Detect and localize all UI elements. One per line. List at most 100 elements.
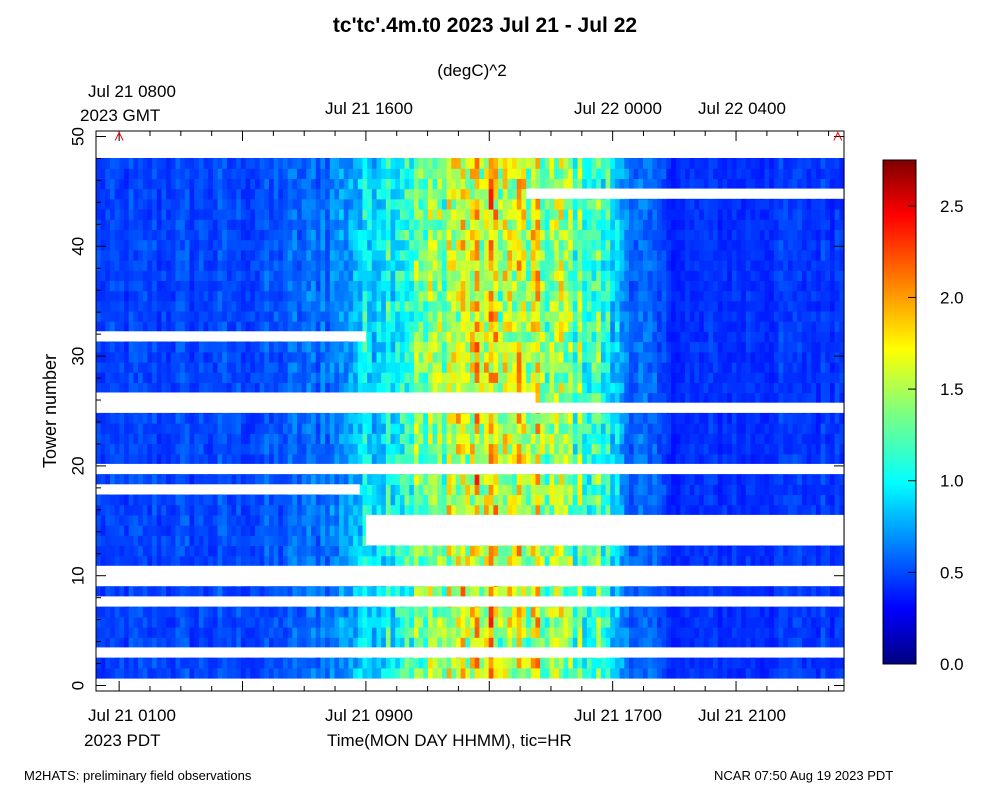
heatmap-cell: [544, 372, 551, 383]
heatmap-cell: [787, 372, 794, 383]
heatmap-cell: [100, 525, 106, 536]
heatmap-cell: [212, 474, 219, 485]
heatmap-cell: [544, 586, 551, 598]
heatmap-cell: [114, 361, 120, 373]
heatmap-cell: [184, 657, 191, 669]
heatmap-cell: [586, 423, 593, 434]
heatmap-cell: [685, 637, 691, 649]
heatmap-cell: [180, 606, 186, 618]
heatmap-cell: [530, 443, 537, 455]
heatmap-cell: [297, 433, 303, 445]
heatmap-cell: [395, 586, 401, 598]
heatmap-cell: [362, 667, 368, 679]
heatmap-cell: [128, 351, 134, 363]
heatmap-cell: [231, 504, 237, 516]
heatmap-cell: [759, 504, 766, 516]
heatmap-cell: [399, 545, 406, 557]
heatmap-cell: [152, 504, 158, 516]
heatmap-cell: [713, 453, 719, 465]
heatmap-cell: [371, 586, 378, 598]
heatmap-cell: [699, 392, 705, 404]
heatmap-cell: [208, 504, 214, 516]
heatmap-cell: [568, 555, 574, 567]
heatmap-cell: [530, 474, 537, 485]
heatmap-cell: [329, 545, 336, 557]
heatmap-cell: [371, 555, 378, 567]
heatmap-cell: [540, 504, 546, 516]
heatmap-cell: [493, 545, 499, 557]
heatmap-cell: [465, 504, 471, 516]
heatmap-cell: [222, 453, 228, 465]
heatmap-cell: [133, 545, 139, 557]
heatmap-cell: [600, 443, 607, 455]
heatmap-cell: [320, 586, 326, 598]
heatmap-cell: [526, 443, 532, 455]
heatmap-cell: [320, 361, 326, 373]
heatmap-cell: [657, 474, 663, 485]
heatmap-cell: [465, 474, 471, 485]
heatmap-cell: [343, 525, 350, 536]
heatmap-cell: [110, 525, 116, 536]
heatmap-cell: [727, 494, 733, 506]
heatmap-cell: [460, 504, 466, 516]
heatmap-cell: [208, 514, 214, 526]
heatmap-cell: [381, 627, 387, 638]
heatmap-cell: [703, 504, 710, 516]
heatmap-cell: [138, 657, 144, 669]
heatmap-cell: [516, 606, 523, 618]
heatmap-cell: [820, 616, 826, 628]
footer-right: NCAR 07:50 Aug 19 2023 PDT: [714, 768, 894, 783]
heatmap-cell: [614, 382, 621, 394]
heatmap-cell: [180, 361, 186, 373]
heatmap-cell: [727, 433, 733, 445]
heatmap-cell: [526, 545, 532, 557]
heatmap-cell: [699, 474, 705, 485]
heatmap-cell: [399, 606, 406, 618]
heatmap-cell: [652, 433, 658, 445]
heatmap-cell: [465, 443, 471, 455]
heatmap-cell: [731, 433, 738, 445]
heatmap-cell: [152, 423, 158, 434]
heatmap-cell: [661, 637, 667, 649]
heatmap-cell: [493, 494, 499, 506]
heatmap-cell: [278, 372, 284, 383]
heatmap-cell: [502, 555, 508, 567]
heatmap-cell: [727, 423, 733, 434]
heatmap-cell: [114, 545, 120, 557]
heatmap-cell: [301, 657, 307, 669]
heatmap-cell: [212, 545, 219, 557]
heatmap-cell: [535, 361, 541, 373]
heatmap-cell: [156, 545, 163, 557]
heatmap-cell: [759, 372, 766, 383]
heatmap-cell: [315, 627, 321, 638]
heatmap-cell: [348, 545, 354, 557]
heatmap-cell: [544, 423, 551, 434]
heatmap-cell: [591, 637, 597, 649]
heatmap-cell: [507, 545, 513, 557]
heatmap-cell: [600, 474, 607, 485]
heatmap-cell: [240, 606, 247, 618]
heatmap-cell: [292, 606, 298, 618]
heatmap-cell: [283, 494, 289, 506]
heatmap-cell: [96, 361, 102, 373]
heatmap-cell: [231, 545, 237, 557]
heatmap-cell: [119, 382, 125, 394]
heatmap-cell: [530, 637, 537, 649]
heatmap-cell: [694, 606, 700, 618]
heatmap-cell: [834, 412, 840, 424]
heatmap-cell: [572, 474, 579, 485]
heatmap-cell: [769, 657, 775, 669]
heatmap-cell: [549, 433, 555, 445]
heatmap-cell: [507, 606, 513, 618]
heatmap-cell: [605, 423, 611, 434]
heatmap-cell: [413, 657, 420, 669]
heatmap-cell: [273, 514, 279, 526]
heatmap-cell: [283, 514, 289, 526]
heatmap-cell: [170, 637, 177, 649]
heatmap-cell: [184, 412, 191, 424]
heatmap-cell: [339, 545, 345, 557]
heatmap-cell: [96, 433, 102, 445]
heatmap-cell: [325, 637, 331, 649]
heatmap-cell: [605, 361, 611, 373]
heatmap-cell: [666, 616, 672, 628]
